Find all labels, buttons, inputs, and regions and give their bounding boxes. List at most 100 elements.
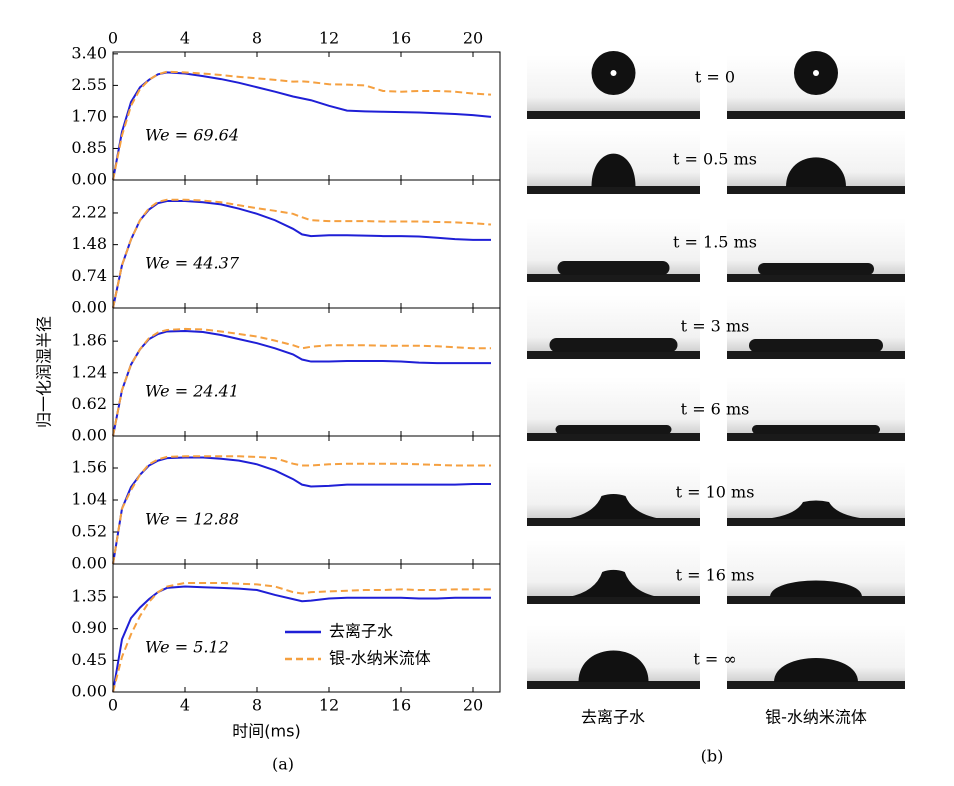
substrate xyxy=(527,433,700,441)
y-tick-label: 0.62 xyxy=(71,394,107,413)
substrate xyxy=(527,274,700,282)
droplet xyxy=(770,580,862,597)
droplet xyxy=(549,338,678,352)
y-tick-label: 0.00 xyxy=(71,682,107,701)
y-tick-label: 1.56 xyxy=(71,458,107,477)
y-tick-label: 1.04 xyxy=(71,490,107,509)
droplet xyxy=(764,500,868,519)
droplet xyxy=(752,425,880,434)
droplet xyxy=(758,263,874,275)
series-line xyxy=(112,70,492,181)
series-line xyxy=(112,585,491,693)
plot-frame xyxy=(112,307,501,437)
annotation: We = 12.88 xyxy=(145,510,239,529)
y-tick-label: 0.90 xyxy=(71,618,107,637)
droplet-photo xyxy=(727,295,905,359)
annotation: We = 69.64 xyxy=(145,126,239,145)
substrate xyxy=(727,186,905,194)
droplet-photo xyxy=(527,218,700,282)
x-tick-label: 4 xyxy=(180,696,190,715)
droplet xyxy=(555,425,672,434)
droplet-photo xyxy=(527,540,700,604)
x-tick-label-top: 4 xyxy=(180,29,190,48)
y-tick-label: 0.74 xyxy=(71,266,107,285)
droplet xyxy=(565,494,662,519)
column-label: 银-水纳米流体 xyxy=(765,708,867,727)
substrate xyxy=(727,274,905,282)
x-axis-label: 时间(ms) xyxy=(232,722,300,741)
droplet xyxy=(591,153,636,187)
time-label: t = 16 ms xyxy=(676,566,755,585)
x-tick-label: 0 xyxy=(108,696,118,715)
time-label: t = 3 ms xyxy=(681,317,750,336)
caption: (b) xyxy=(701,747,724,766)
droplet-photo xyxy=(527,295,700,359)
substrate xyxy=(527,111,700,119)
y-tick-label: 0.00 xyxy=(71,298,107,317)
x-tick-label: 12 xyxy=(319,696,339,715)
droplet xyxy=(786,157,846,187)
x-tick-label: 20 xyxy=(463,696,483,715)
droplet-photo xyxy=(727,51,905,119)
substrate xyxy=(727,111,905,119)
y-tick-label: 1.35 xyxy=(71,587,107,606)
time-label: t = 1.5 ms xyxy=(673,233,757,252)
substrate xyxy=(727,433,905,441)
droplet-photo xyxy=(727,218,905,282)
droplet-photo xyxy=(727,540,905,604)
droplet-photo xyxy=(527,130,700,194)
y-tick-label: 3.40 xyxy=(71,43,107,62)
x-tick-label: 16 xyxy=(391,696,411,715)
series-line xyxy=(112,329,491,437)
droplet-photo xyxy=(727,130,905,194)
substrate xyxy=(527,186,700,194)
droplet xyxy=(774,658,858,682)
plot-frame xyxy=(112,435,501,565)
plot-frame xyxy=(112,563,501,693)
y-tick-label: 1.24 xyxy=(71,362,107,381)
y-tick-label: 1.86 xyxy=(71,331,107,350)
series-line xyxy=(112,455,491,565)
x-tick-label-top: 8 xyxy=(252,29,262,48)
y-tick-label: 2.22 xyxy=(71,202,107,221)
substrate xyxy=(727,681,905,689)
droplet-photo xyxy=(527,377,700,441)
droplet xyxy=(578,650,649,682)
substrate xyxy=(727,518,905,526)
series-line xyxy=(112,198,492,309)
y-tick-label: 0.00 xyxy=(71,554,107,573)
x-tick-label-top: 0 xyxy=(108,29,118,48)
y-axis-label: 归一化润湿半径 xyxy=(35,316,54,428)
substrate xyxy=(527,518,700,526)
time-label: t = 0.5 ms xyxy=(673,150,757,169)
y-tick-label: 0.52 xyxy=(71,522,107,541)
annotation: We = 44.37 xyxy=(145,254,240,273)
droplet-photo xyxy=(527,462,700,526)
y-tick-label: 2.55 xyxy=(71,75,107,94)
substrate xyxy=(727,351,905,359)
legend-label: 去离子水 xyxy=(329,622,393,641)
highlight xyxy=(813,70,819,76)
droplet-photo xyxy=(727,625,905,689)
time-label: t = 10 ms xyxy=(676,483,755,502)
y-tick-label: 0.00 xyxy=(71,426,107,445)
y-tick-label: 1.48 xyxy=(71,234,107,253)
substrate xyxy=(527,681,700,689)
substrate xyxy=(527,351,700,359)
droplet-photo xyxy=(527,625,700,689)
x-tick-label-top: 16 xyxy=(391,29,411,48)
droplet xyxy=(568,569,659,597)
plot-frame xyxy=(112,179,501,309)
annotation: We = 24.41 xyxy=(145,382,239,401)
y-tick-label: 0.85 xyxy=(71,138,107,157)
series-line xyxy=(112,581,491,693)
caption: (a) xyxy=(272,755,294,774)
y-tick-label: 0.00 xyxy=(71,170,107,189)
droplet xyxy=(557,261,670,275)
droplet-photo xyxy=(727,462,905,526)
series-line xyxy=(112,327,491,437)
series-line xyxy=(112,456,491,565)
highlight xyxy=(610,70,617,76)
x-tick-label-top: 12 xyxy=(319,29,339,48)
legend-label: 银-水纳米流体 xyxy=(329,649,431,668)
